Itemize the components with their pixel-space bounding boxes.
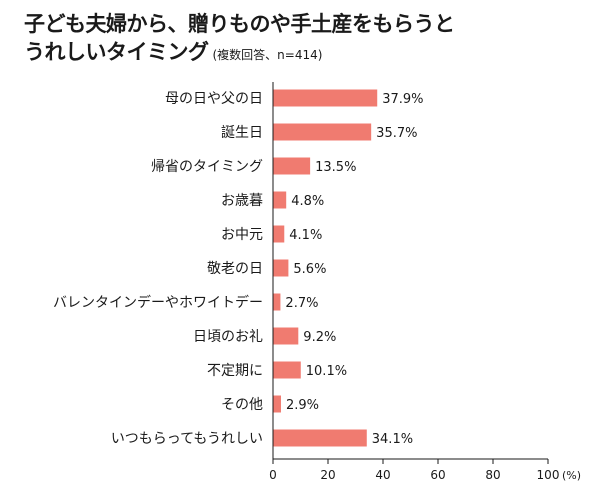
bar-3 — [273, 191, 287, 209]
value-label-2: 13.5% — [315, 160, 356, 175]
value-label-9: 2.9% — [286, 398, 319, 413]
category-label-4: お中元 — [221, 227, 263, 243]
title-line-1: 子ども夫婦から、贈りものや手土産をもらうと — [24, 12, 455, 36]
category-label-2: 帰省のタイミング — [151, 158, 263, 175]
bar-10 — [273, 429, 367, 447]
value-label-7: 9.2% — [303, 330, 336, 345]
bar-0 — [273, 89, 378, 107]
bar-1 — [273, 123, 372, 141]
category-label-6: バレンタインデーやホワイトデー — [53, 294, 263, 311]
value-label-1: 35.7% — [376, 126, 417, 141]
title-line-2: うれしいタイミング (複数回答、n=414) — [24, 38, 455, 69]
category-label-1: 誕生日 — [221, 125, 263, 141]
x-tick-label-0: 0 — [269, 468, 277, 482]
value-label-4: 4.1% — [289, 228, 322, 243]
category-label-10: いつもらってもうれしい — [111, 431, 263, 447]
title-line-2-text: うれしいタイミング — [24, 40, 209, 64]
bar-5 — [273, 259, 289, 277]
value-label-0: 37.9% — [382, 92, 423, 107]
category-label-7: 日頃のお礼 — [193, 329, 263, 345]
x-tick-label-1: 20 — [320, 468, 335, 482]
category-label-5: 敬老の日 — [207, 261, 263, 277]
value-label-10: 34.1% — [372, 432, 413, 447]
bar-6 — [273, 293, 281, 311]
x-tick-label-3: 60 — [430, 468, 445, 482]
value-label-8: 10.1% — [306, 364, 347, 379]
category-label-0: 母の日や父の日 — [165, 91, 263, 107]
chart-title: 子ども夫婦から、贈りものや手土産をもらうと うれしいタイミング (複数回答、n=4… — [24, 10, 455, 69]
x-tick-label-5: 100 — [537, 468, 560, 482]
bar-4 — [273, 225, 285, 243]
x-tick-label-2: 40 — [375, 468, 390, 482]
x-axis-unit: (%) — [562, 469, 581, 482]
x-tick-label-4: 80 — [485, 468, 500, 482]
bar-8 — [273, 361, 301, 379]
bar-9 — [273, 395, 281, 413]
value-label-3: 4.8% — [291, 194, 324, 209]
value-label-5: 5.6% — [293, 262, 326, 277]
category-label-9: その他 — [221, 397, 263, 413]
bar-2 — [273, 157, 311, 175]
value-label-6: 2.7% — [285, 296, 318, 311]
category-label-3: お歳暮 — [221, 193, 263, 209]
chart-subtitle: (複数回答、n=414) — [212, 48, 323, 62]
category-label-8: 不定期に — [207, 363, 263, 379]
bar-7 — [273, 327, 299, 345]
